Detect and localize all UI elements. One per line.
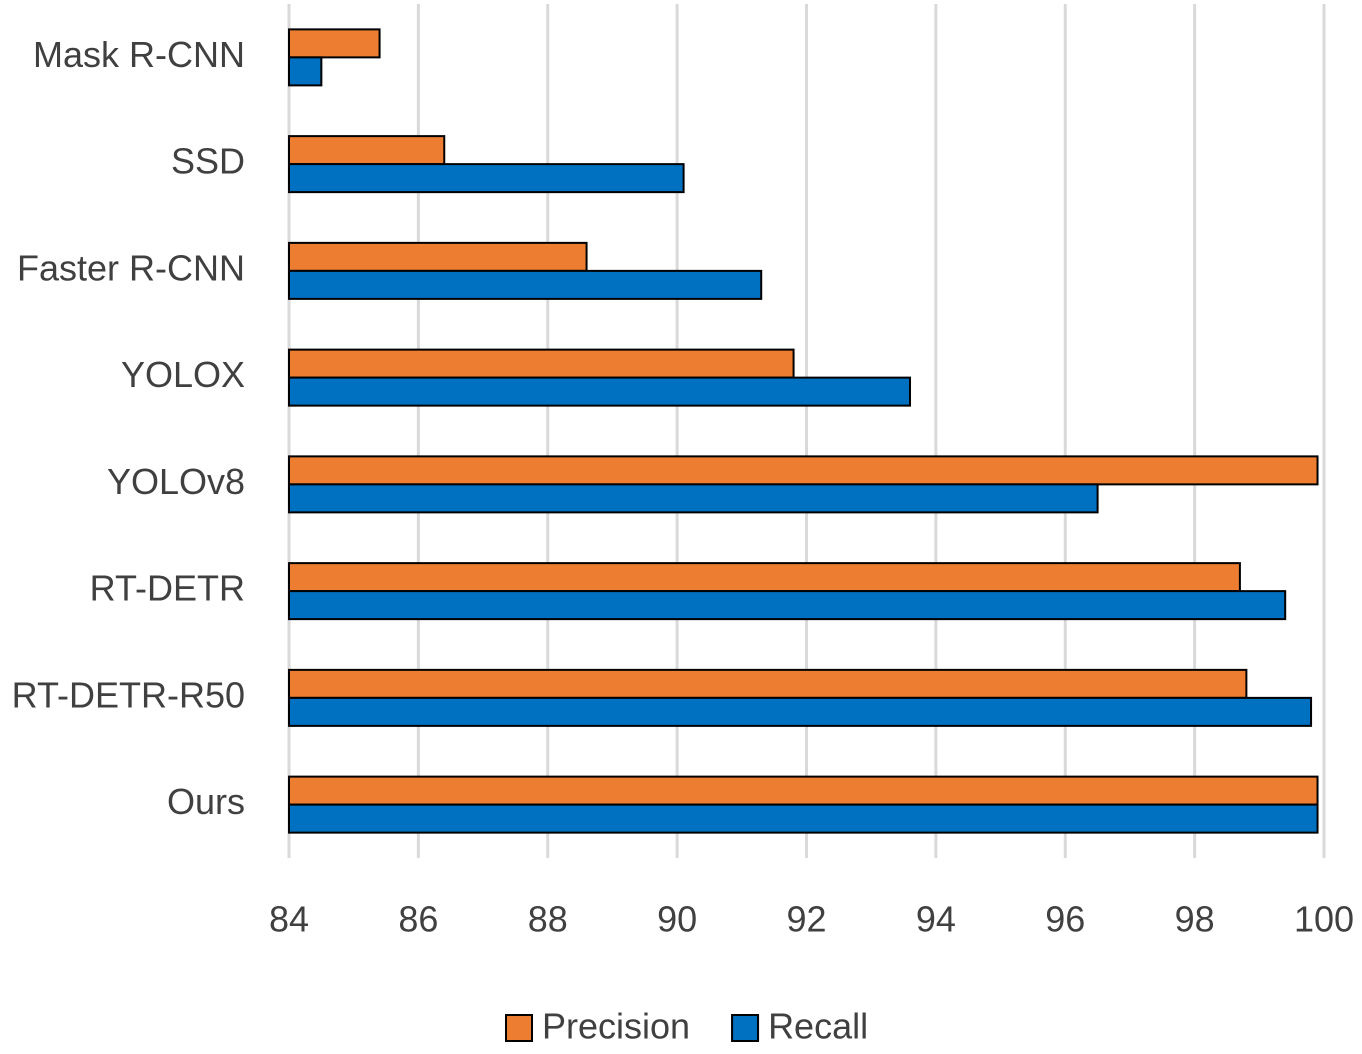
bar bbox=[288, 590, 1287, 621]
x-tick-label: 92 bbox=[786, 899, 826, 940]
bar bbox=[288, 348, 795, 379]
x-tick-label: 88 bbox=[528, 899, 568, 940]
y-tick-label: Ours bbox=[167, 781, 245, 822]
legend-swatch bbox=[731, 1014, 760, 1042]
y-tick-label: YOLOX bbox=[121, 354, 245, 395]
y-tick-label: Faster R-CNN bbox=[17, 247, 245, 288]
bar bbox=[288, 668, 1248, 699]
bar bbox=[288, 803, 1319, 834]
x-tick-label: 86 bbox=[398, 899, 438, 940]
bar bbox=[288, 696, 1313, 727]
legend-swatch bbox=[505, 1014, 533, 1042]
bar bbox=[288, 269, 763, 300]
bar bbox=[288, 241, 588, 272]
bar bbox=[288, 483, 1099, 514]
x-tick-label: 100 bbox=[1294, 899, 1354, 940]
x-tick-label: 98 bbox=[1175, 899, 1215, 940]
bar bbox=[288, 135, 446, 166]
x-tick-label: 84 bbox=[269, 899, 309, 940]
bar bbox=[288, 56, 323, 87]
x-tick-label: 90 bbox=[657, 899, 697, 940]
bar bbox=[288, 163, 685, 194]
bar bbox=[288, 28, 381, 59]
bar bbox=[288, 455, 1319, 486]
y-tick-label: Mask R-CNN bbox=[33, 34, 245, 75]
y-tick-label: RT-DETR-R50 bbox=[12, 674, 245, 715]
legend-label: Precision bbox=[542, 1006, 690, 1047]
x-tick-label: 96 bbox=[1045, 899, 1085, 940]
bar bbox=[288, 562, 1241, 593]
bar bbox=[288, 376, 911, 407]
bar bbox=[288, 775, 1319, 806]
y-tick-label: YOLOv8 bbox=[107, 461, 245, 502]
y-tick-label: RT-DETR bbox=[90, 568, 245, 609]
y-tick-label: SSD bbox=[171, 141, 245, 182]
x-tick-label: 94 bbox=[916, 899, 956, 940]
legend-label: Recall bbox=[768, 1006, 868, 1047]
